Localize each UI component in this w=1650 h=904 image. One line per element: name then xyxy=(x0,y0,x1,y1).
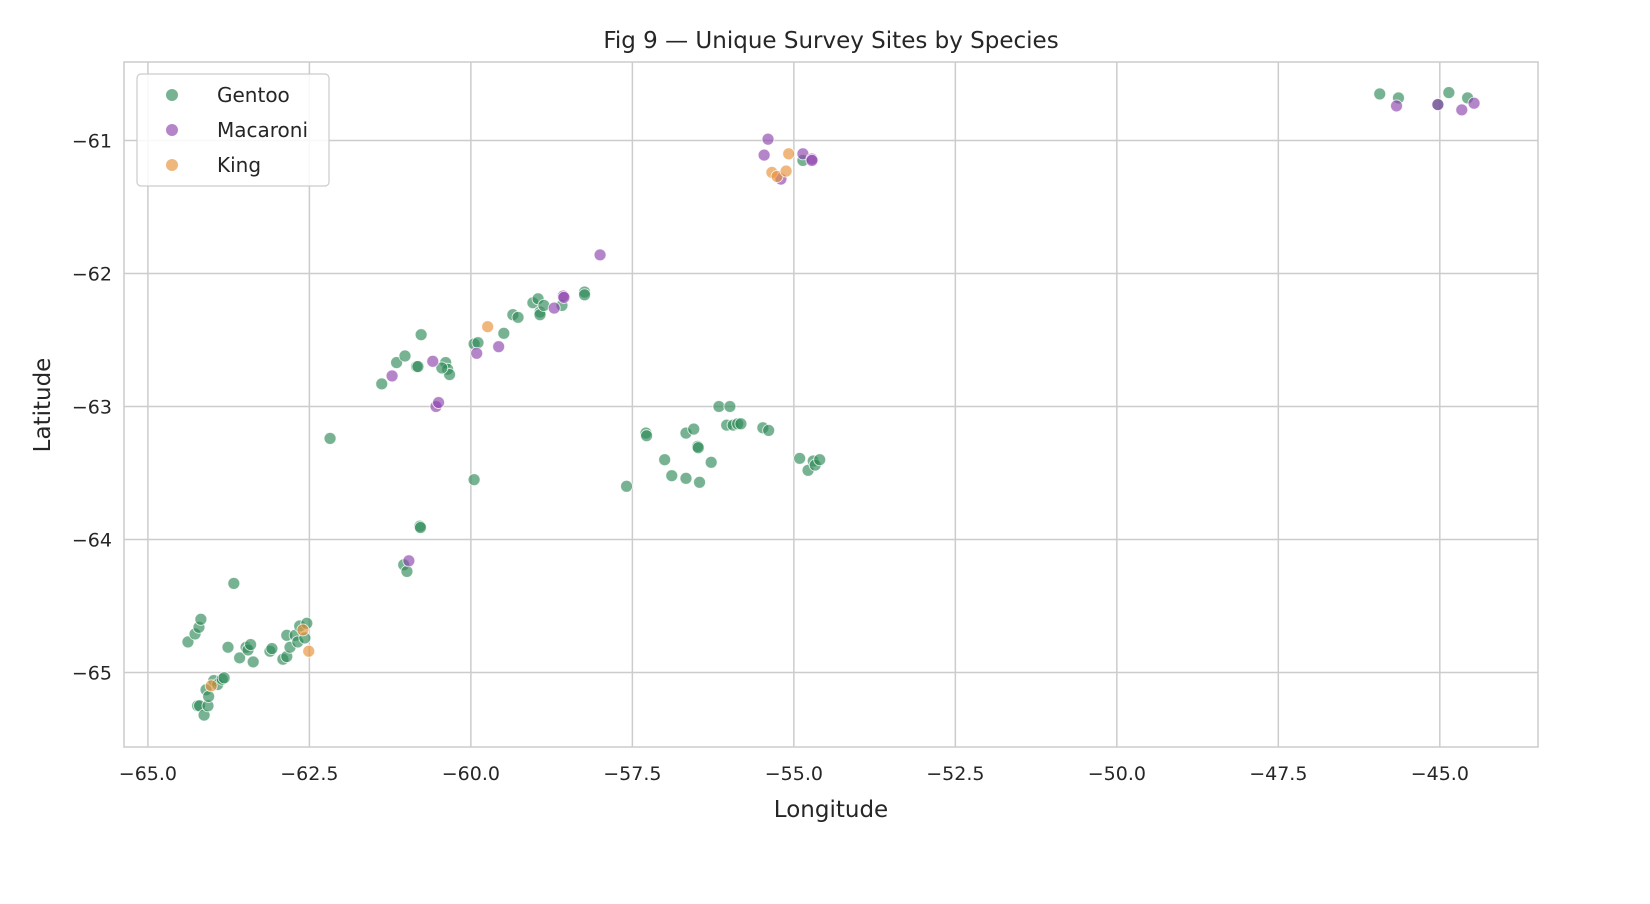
points xyxy=(181,86,1481,722)
data-point-macaroni xyxy=(432,396,446,409)
x-tick-label: −50.0 xyxy=(1088,763,1146,785)
data-point-gentoo xyxy=(620,479,634,493)
data-point-gentoo xyxy=(1442,86,1456,100)
legend-marker-gentoo xyxy=(166,89,178,101)
y-tick-label: −61 xyxy=(72,130,112,152)
data-point-gentoo xyxy=(687,422,701,436)
x-tick-label: −45.0 xyxy=(1411,763,1469,785)
y-tick-label: −65 xyxy=(72,663,112,685)
data-point-macaroni xyxy=(470,346,484,360)
data-point-gentoo xyxy=(181,635,195,649)
data-point-macaroni xyxy=(557,290,571,304)
data-point-gentoo xyxy=(712,400,726,413)
data-point-gentoo xyxy=(217,671,231,685)
x-tick-label: −57.5 xyxy=(603,763,661,785)
data-point-gentoo xyxy=(202,690,216,703)
data-point-gentoo xyxy=(665,469,679,483)
x-tick-label: −60.0 xyxy=(442,763,500,785)
data-point-gentoo xyxy=(398,349,412,363)
data-point-gentoo xyxy=(265,642,279,656)
data-point-gentoo xyxy=(691,441,705,455)
data-point-macaroni xyxy=(1467,96,1481,110)
x-tick-label: −47.5 xyxy=(1249,763,1307,785)
data-point-gentoo xyxy=(813,453,827,467)
data-point-gentoo xyxy=(762,423,776,437)
data-point-gentoo xyxy=(411,360,425,374)
data-point-king xyxy=(779,164,793,178)
data-point-gentoo xyxy=(658,453,672,467)
data-point-macaroni xyxy=(761,132,775,146)
data-point-gentoo xyxy=(227,576,241,590)
plot-frame xyxy=(123,61,1539,748)
data-point-gentoo xyxy=(221,640,235,654)
x-axis-label: Longitude xyxy=(774,797,888,823)
data-point-gentoo xyxy=(194,612,208,626)
y-tick-label: −63 xyxy=(72,396,112,418)
data-point-gentoo xyxy=(497,326,511,340)
data-point-gentoo xyxy=(467,473,481,487)
data-point-macaroni xyxy=(426,354,440,368)
legend: Gentoo Macaroni King xyxy=(136,73,330,187)
chart-title: Fig 9 — Unique Survey Sites by Species xyxy=(603,28,1058,54)
data-point-gentoo xyxy=(414,328,428,342)
y-axis-label: Latitude xyxy=(30,358,56,453)
data-point-gentoo xyxy=(400,564,414,578)
data-point-king xyxy=(481,320,495,334)
series-gentoo xyxy=(181,86,1475,722)
y-tick-label: −62 xyxy=(72,263,112,285)
x-tick-label: −65.0 xyxy=(119,763,177,785)
data-point-gentoo xyxy=(233,651,247,665)
data-point-gentoo xyxy=(390,356,404,370)
data-point-gentoo xyxy=(246,655,260,669)
data-point-gentoo xyxy=(323,431,337,445)
legend-marker-king xyxy=(166,159,178,171)
data-point-macaroni xyxy=(757,148,771,162)
data-point-macaroni xyxy=(593,248,607,262)
y-tick-labels: −61 −62 −63 −64 −65 xyxy=(72,130,112,684)
data-point-macaroni xyxy=(1455,103,1469,117)
series-king xyxy=(204,147,796,693)
data-point-gentoo xyxy=(511,310,525,324)
data-point-macaroni xyxy=(805,153,819,167)
data-point-gentoo xyxy=(679,471,693,485)
x-tick-label: −55.0 xyxy=(765,763,823,785)
data-point-macaroni xyxy=(385,369,399,383)
data-point-macaroni xyxy=(492,340,506,354)
legend-box xyxy=(136,73,330,187)
data-point-gentoo xyxy=(793,451,807,465)
data-point-macaroni xyxy=(1390,99,1403,113)
series-macaroni xyxy=(385,96,1481,568)
data-point-king xyxy=(204,679,218,693)
x-tick-label: −52.5 xyxy=(926,763,984,785)
legend-label-gentoo: Gentoo xyxy=(217,83,290,107)
data-point-king xyxy=(782,147,796,161)
legend-label-macaroni: Macaroni xyxy=(217,118,308,142)
data-point-gentoo xyxy=(1373,87,1387,101)
x-tick-labels: −65.0 −62.5 −60.0 −57.5 −55.0 −52.5 −50.0 −47.5… xyxy=(119,763,1469,785)
x-tick-label: −62.5 xyxy=(280,763,338,785)
data-point-gentoo xyxy=(734,417,748,431)
data-point-king xyxy=(296,623,310,637)
data-point-gentoo xyxy=(578,288,592,302)
data-point-gentoo xyxy=(375,377,389,391)
grid xyxy=(124,62,1538,747)
data-point-gentoo xyxy=(693,475,706,489)
data-point-gentoo xyxy=(704,455,718,469)
data-point-macaroni xyxy=(402,554,416,568)
data-point-king xyxy=(302,644,316,658)
data-point-macaroni xyxy=(547,301,561,315)
data-point-gentoo xyxy=(435,361,449,375)
data-point-gentoo xyxy=(723,400,737,413)
legend-label-king: King xyxy=(217,153,261,177)
data-point-gentoo xyxy=(414,521,427,534)
y-tick-label: −64 xyxy=(72,530,112,552)
data-point-gentoo xyxy=(244,638,258,652)
data-point-gentoo xyxy=(471,336,485,350)
data-point-macaroni xyxy=(1431,98,1445,112)
data-point-gentoo xyxy=(640,429,654,443)
legend-marker-macaroni xyxy=(166,124,178,136)
